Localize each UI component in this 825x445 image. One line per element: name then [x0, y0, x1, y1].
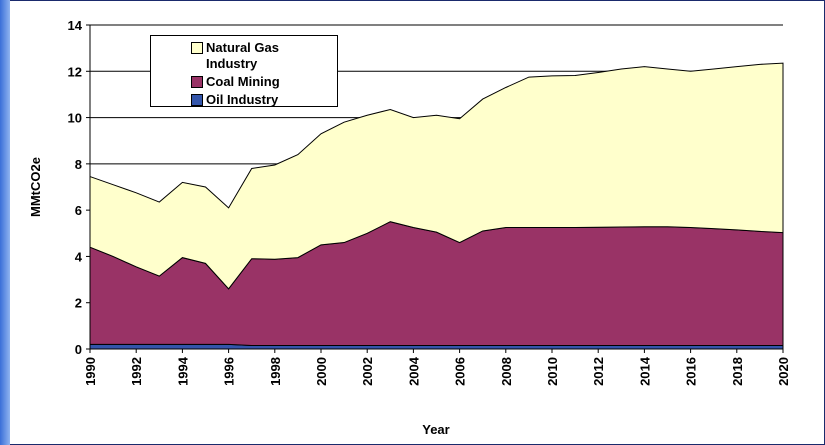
legend: Natural Gas Industry Coal Mining Oil Indus…: [150, 35, 338, 107]
legend-swatch: [191, 94, 203, 106]
x-tick-label: 2012: [591, 357, 606, 386]
legend-item: Oil Industry: [151, 92, 316, 107]
x-tick-label: 1992: [129, 357, 144, 386]
x-tick-label: 2010: [545, 357, 560, 386]
y-axis-label: MMtCO2e: [28, 157, 43, 217]
x-tick-label: 2016: [684, 357, 699, 386]
x-tick-label: 2004: [406, 356, 421, 386]
y-tick-label: 2: [75, 296, 82, 311]
y-tick-label: 4: [75, 249, 83, 264]
legend-swatch: [191, 42, 203, 54]
legend-label: Natural Gas Industry: [206, 40, 279, 71]
side-strip: [0, 0, 10, 445]
legend-item: Natural Gas Industry: [151, 40, 316, 72]
x-tick-label: 1996: [222, 357, 237, 386]
x-axis-label: Year: [422, 422, 449, 437]
x-tick-label: 2014: [637, 356, 652, 386]
x-tick-label: 2008: [499, 357, 514, 386]
x-tick-label: 1990: [83, 357, 98, 386]
legend-item: Coal Mining: [151, 74, 316, 90]
legend-label: Coal Mining: [206, 74, 280, 89]
x-tick-label: 1998: [268, 357, 283, 386]
x-tick-label: 2018: [730, 357, 745, 386]
legend-swatch: [191, 76, 203, 88]
x-tick-label: 2002: [360, 357, 375, 386]
y-tick-label: 8: [75, 157, 82, 172]
y-tick-label: 12: [68, 64, 82, 79]
y-tick-label: 14: [68, 18, 83, 33]
y-tick-label: 0: [75, 342, 82, 357]
x-tick-label: 2000: [314, 357, 329, 386]
y-tick-label: 6: [75, 203, 82, 218]
y-tick-label: 10: [68, 111, 82, 126]
x-tick-label: 2020: [776, 357, 791, 386]
x-tick-label: 2006: [453, 357, 468, 386]
legend-label: Oil Industry: [206, 92, 279, 107]
area: [89, 62, 784, 290]
x-tick-label: 1994: [175, 356, 190, 386]
